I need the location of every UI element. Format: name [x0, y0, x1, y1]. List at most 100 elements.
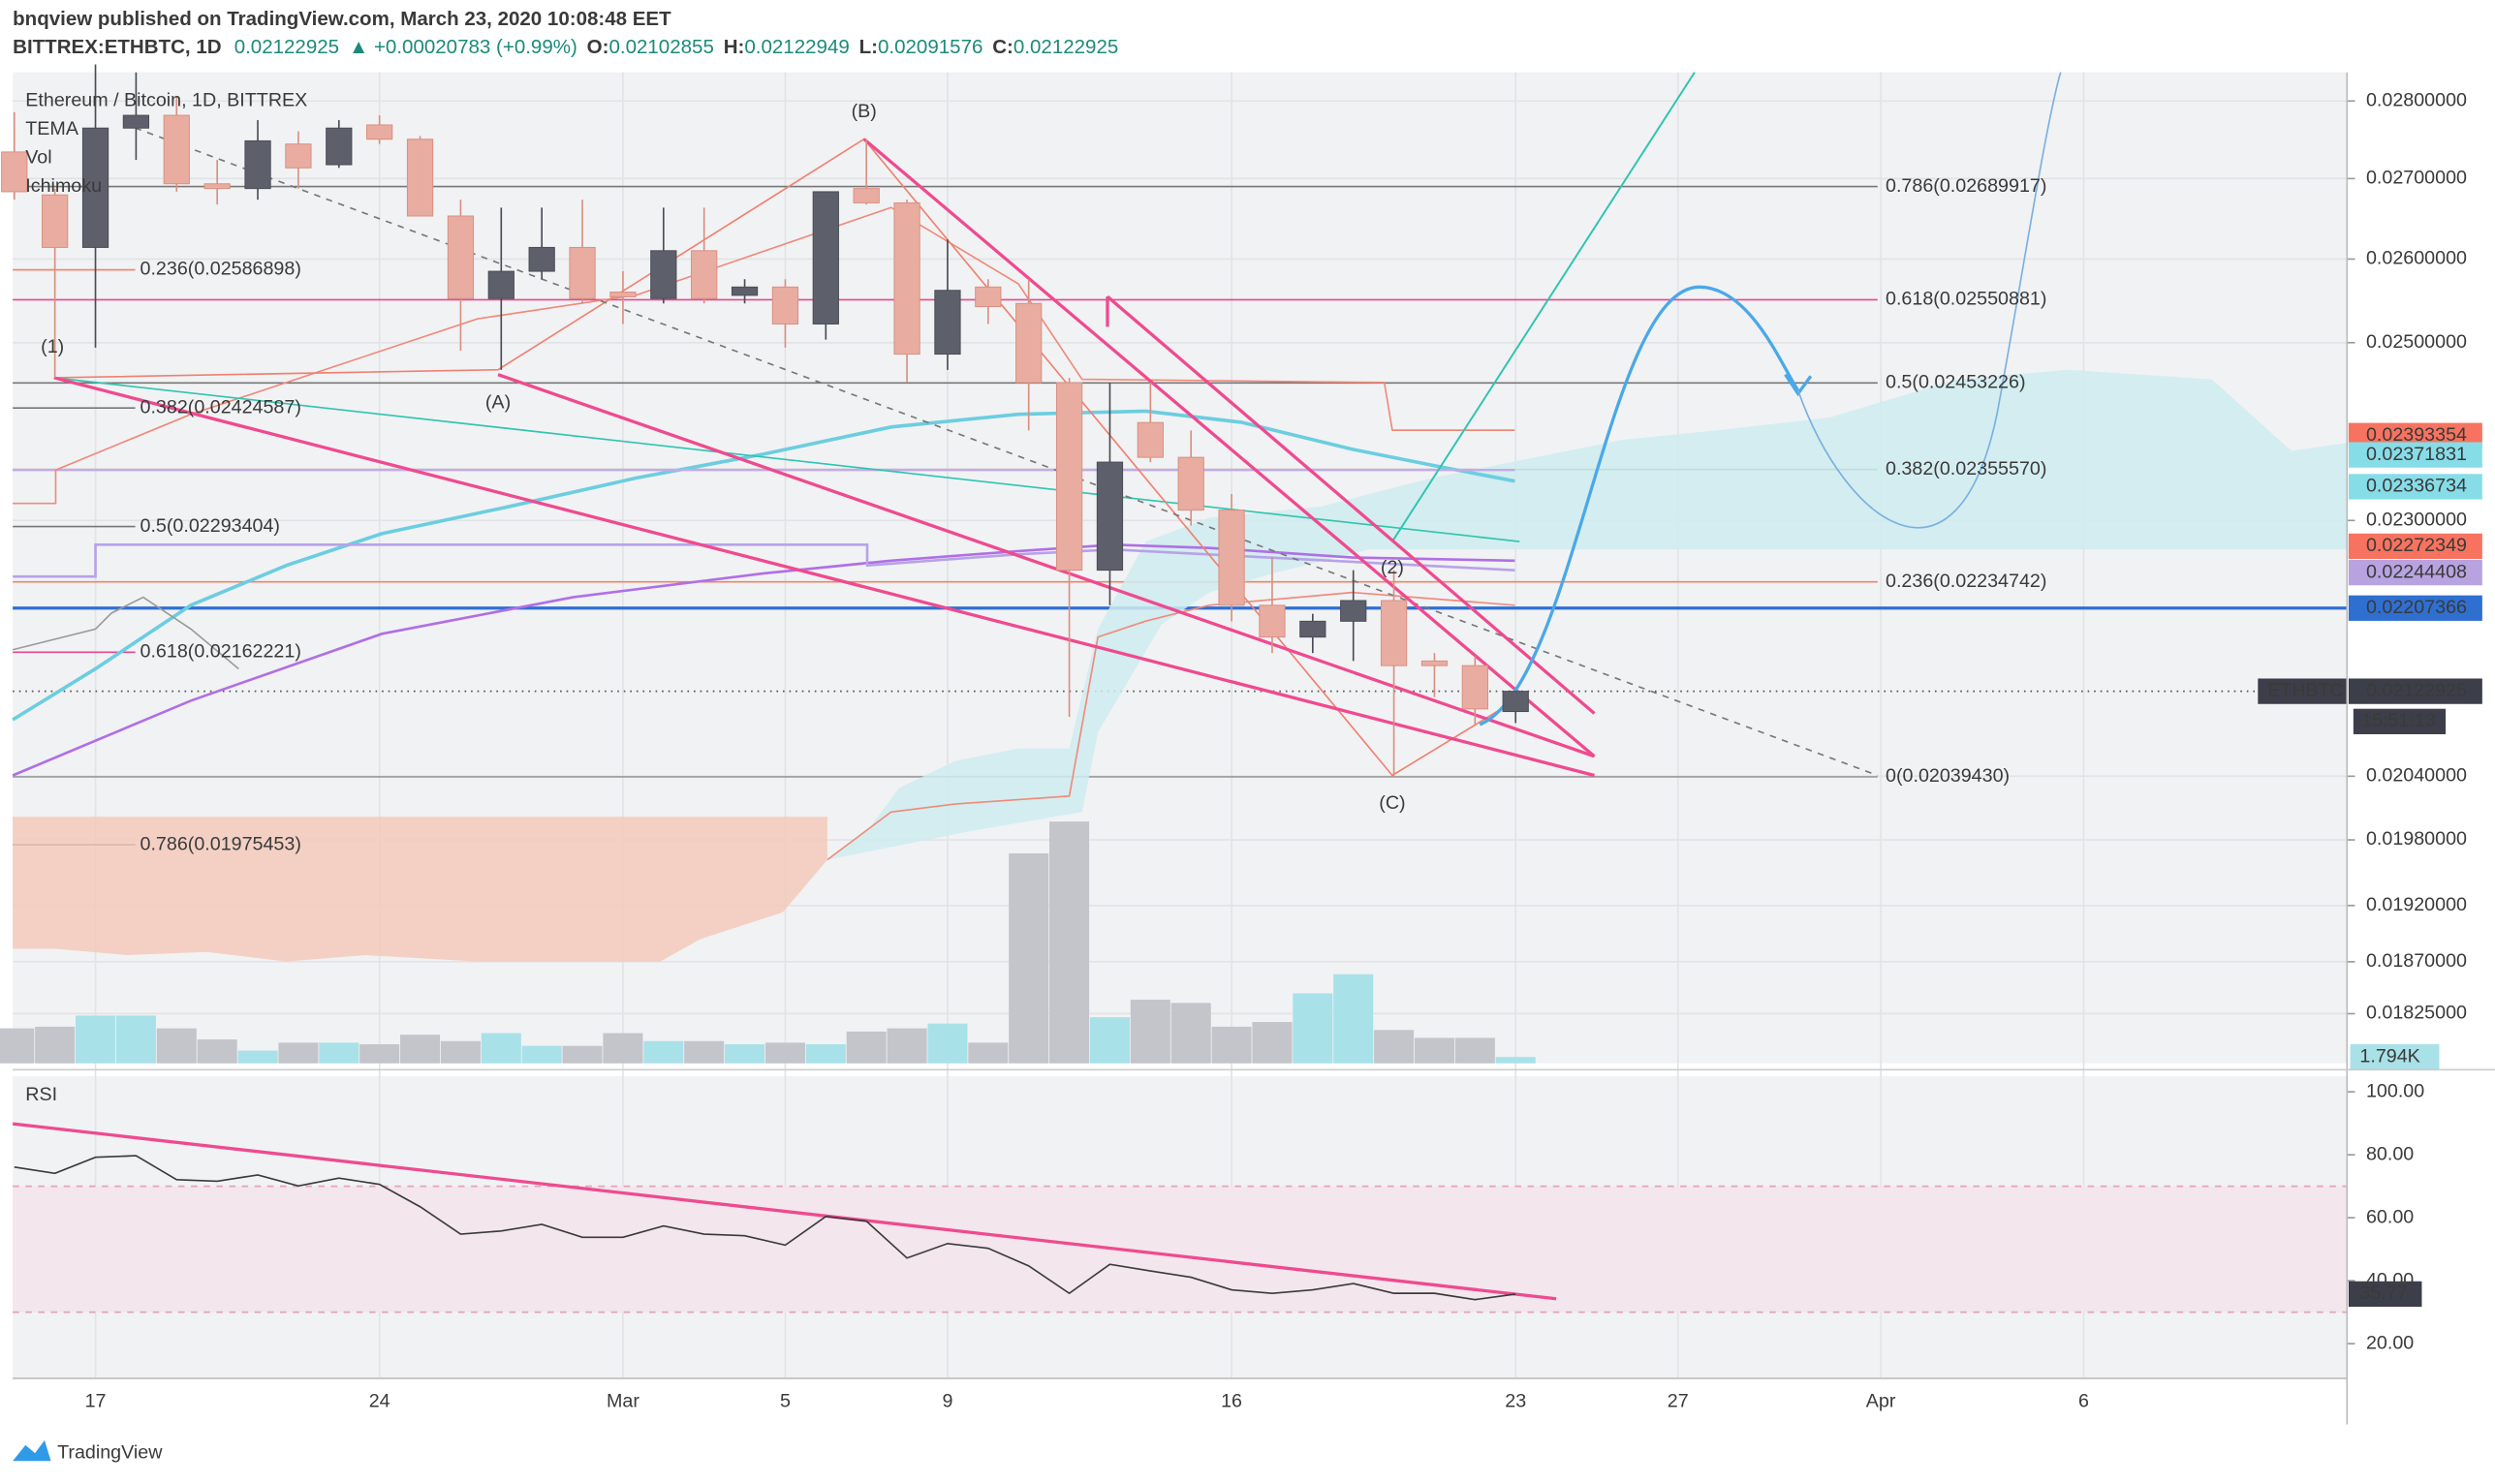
candle-body [1015, 302, 1043, 384]
rsi-line [14, 1155, 1516, 1301]
rsi-trend-line [12, 1122, 1557, 1301]
x-tick-label: 6 [2078, 1391, 2089, 1412]
fib-label: 0.382(0.02355570) [1886, 458, 2046, 479]
volume-bar [1089, 1017, 1130, 1064]
y-tick-label: 0.01870000 [2366, 950, 2467, 972]
wave-annotation: (2) [1381, 557, 1404, 578]
volume-bar [1495, 1057, 1536, 1064]
volume-bar [846, 1031, 887, 1064]
y-tick-label: 0.01825000 [2366, 1003, 2467, 1024]
volume-bar [1293, 993, 1333, 1064]
candle-body [1461, 665, 1488, 710]
change: ▲ +0.00020783 (+0.99%) [349, 36, 577, 58]
candle-body [447, 215, 475, 299]
candle-body [244, 139, 271, 190]
rsi-last-label: 35.77 [2359, 1283, 2407, 1304]
candle-body [326, 127, 353, 166]
volume-bar [1333, 974, 1374, 1064]
candle-body [285, 143, 312, 169]
rsi-band [13, 1186, 2348, 1313]
symbol: BITTREX:ETHBTC, 1D [13, 36, 221, 58]
candle-body [853, 188, 880, 203]
volume-bar [643, 1040, 684, 1064]
candle-body [771, 286, 799, 325]
price-label-bg [2348, 595, 2482, 621]
y-tick-label: 0.01980000 [2366, 828, 2467, 850]
x-tick-label: 5 [780, 1391, 791, 1412]
volume-bar [1049, 821, 1090, 1064]
volume-bar [156, 1028, 197, 1064]
candle-body [731, 286, 759, 296]
volume-bar [0, 1028, 35, 1064]
ichimoku-cloud-red [13, 817, 827, 962]
y-tick-label: 0.02700000 [2366, 168, 2467, 189]
candle-body [1177, 456, 1204, 511]
fib-label: 0.5(0.02293404) [140, 515, 281, 537]
ohlc-key: C: [992, 36, 1014, 58]
fib-label: 0.236(0.02586898) [140, 259, 301, 280]
candle-body [366, 124, 393, 140]
trend-line [53, 377, 1520, 542]
candle-body [42, 194, 69, 248]
footer-brand: TradingView [57, 1441, 163, 1463]
last-price: 0.02122925 [234, 36, 339, 58]
fib-label: 0.786(0.01975453) [140, 833, 301, 854]
volume-bar [1374, 1030, 1415, 1064]
ohlc-key: H: [724, 36, 745, 58]
candle-body [569, 246, 596, 299]
volume-bar [35, 1026, 76, 1064]
price-label: 0.02393354 [2366, 424, 2467, 446]
y-tick-label: 0.02040000 [2366, 765, 2467, 787]
rsi-last-bg [2348, 1281, 2422, 1308]
last-price-bg [2348, 678, 2482, 704]
candle-body [406, 139, 434, 217]
candle-body [1420, 660, 1449, 666]
candle-body [1502, 691, 1529, 713]
candle-body [1340, 600, 1367, 622]
countdown: 15:51:13 [2361, 710, 2436, 731]
candle-body [203, 183, 231, 190]
symbol-line: BITTREX:ETHBTC, 1D 0.02122925 ▲ +0.0002078… [13, 36, 1118, 58]
volume-bar [115, 1015, 156, 1064]
volume-label-bg [2350, 1044, 2440, 1070]
candle-body [1137, 421, 1164, 458]
candle-body [609, 292, 637, 297]
symbol-label-bg [2258, 678, 2348, 704]
fib-label: 0(0.02039430) [1886, 765, 2010, 787]
volume-bar [400, 1035, 441, 1064]
x-tick-label: 17 [85, 1391, 107, 1412]
baseline [13, 206, 1515, 505]
symbol-label: ETHBTC [2267, 680, 2344, 701]
channel-line [1106, 294, 1596, 715]
candle-body [812, 191, 839, 325]
wave-annotation: (1) [41, 336, 64, 357]
volume-bar [603, 1033, 643, 1064]
y-tick-label: 0.02500000 [2366, 331, 2467, 353]
channel-line [862, 138, 1596, 758]
volume-bar [319, 1042, 359, 1064]
fib-label: 0.382(0.02424587) [140, 396, 301, 417]
lagging-line [12, 596, 239, 670]
volume-bar [1414, 1037, 1454, 1064]
projection [1479, 285, 1800, 727]
candle-body [1380, 600, 1408, 666]
x-tick-label: Apr [1866, 1391, 1896, 1412]
countdown-bg [2353, 708, 2447, 734]
volume-bar [481, 1033, 521, 1064]
price-label: 0.02207366 [2366, 597, 2467, 618]
volume-bar [927, 1023, 968, 1064]
x-tick-label: 24 [369, 1391, 390, 1412]
price-label: 0.02272349 [2366, 535, 2467, 556]
volume-label: 1.794K [2359, 1045, 2419, 1067]
fib-label: 0.236(0.02234742) [1886, 571, 2046, 592]
y-tick-label: 0.01920000 [2366, 894, 2467, 915]
volume-bar [76, 1015, 116, 1064]
ohlc-value: 0.02102855 [608, 36, 713, 58]
volume-bar [805, 1044, 846, 1064]
candle-body [1299, 620, 1326, 638]
published-line: bnqview published on TradingView.com, Ma… [13, 8, 671, 30]
x-tick-label: Mar [607, 1391, 639, 1412]
volume-bar [1454, 1037, 1495, 1064]
